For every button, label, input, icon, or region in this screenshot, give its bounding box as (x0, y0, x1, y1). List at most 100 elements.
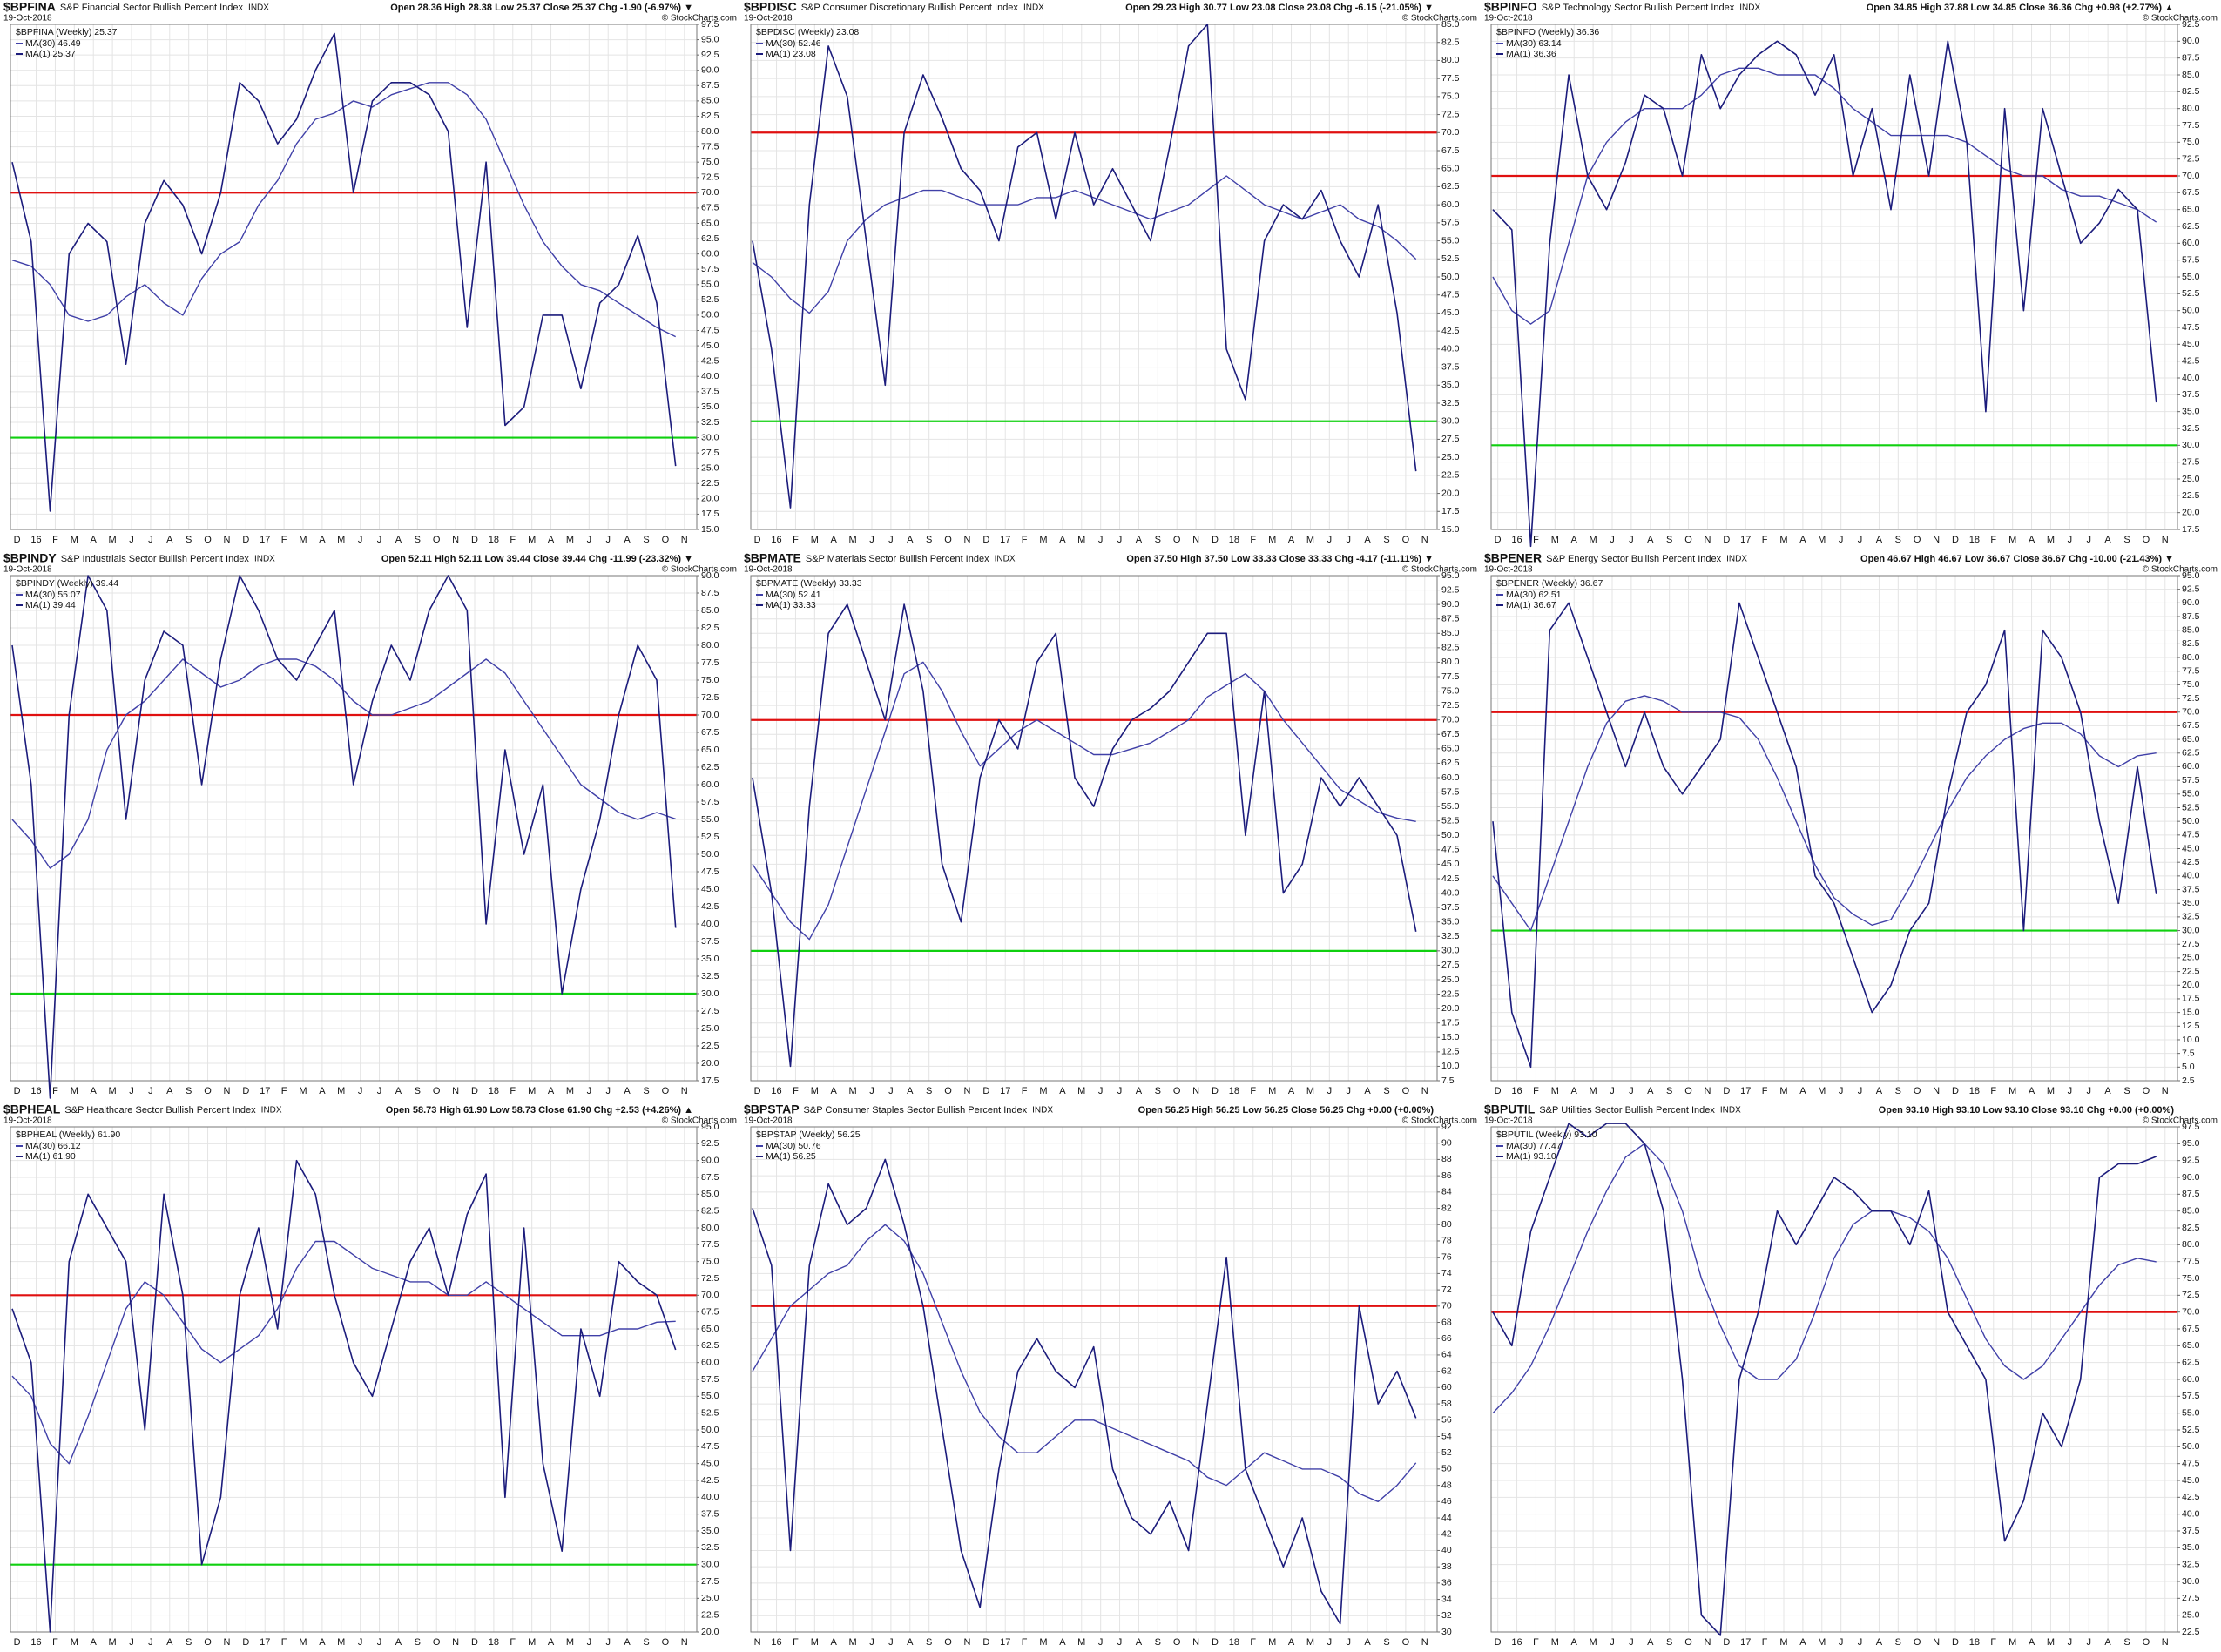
x-tick-label: J (2086, 1086, 2091, 1096)
y-tick-label: 87.5 (1441, 613, 1460, 624)
x-tick-label: D (1495, 535, 1502, 545)
x-tick-label: J (605, 1637, 611, 1648)
y-tick-label: 50.0 (2182, 816, 2200, 826)
x-tick-label: J (1098, 1086, 1104, 1096)
y-tick-label: 90.0 (2182, 1172, 2200, 1183)
x-tick-label: N (1933, 1086, 1940, 1096)
chart-subtitle: S&P Energy Sector Bullish Percent Index (1546, 554, 1721, 564)
y-tick-label: 52 (1441, 1447, 1452, 1458)
y-tick-label: 32.5 (1441, 931, 1460, 941)
x-tick-label: F (52, 1086, 58, 1096)
y-tick-label: 17.5 (1441, 1017, 1460, 1028)
x-tick-label: A (831, 1637, 838, 1648)
y-tick-label: 50.0 (701, 310, 719, 320)
x-tick-label: M (337, 1086, 345, 1096)
y-tick-label: 35.0 (701, 954, 719, 964)
y-tick-label: 80.0 (701, 126, 719, 137)
legend-entry: MA(30) 63.14 (1506, 38, 1562, 49)
x-tick-label: S (1155, 1086, 1161, 1096)
series-line (752, 24, 1417, 509)
y-tick-label: 77.5 (1441, 73, 1460, 84)
y-tick-label: 55.0 (2182, 272, 2200, 282)
y-tick-label: 34 (1441, 1594, 1452, 1604)
x-tick-label: J (1839, 535, 1844, 545)
y-tick-label: 60 (1441, 1382, 1452, 1392)
y-tick-label: 70.0 (701, 710, 719, 720)
x-tick-label: O (204, 1086, 212, 1096)
y-tick-label: 25.0 (1441, 974, 1460, 985)
x-tick-label: D (754, 1086, 761, 1096)
chart-title: $BPINFO (1484, 0, 1537, 14)
x-tick-label: 17 (1000, 535, 1010, 545)
x-tick-label: 18 (1229, 1086, 1239, 1096)
x-tick-label: M (1268, 1086, 1276, 1096)
y-tick-label: 48 (1441, 1480, 1452, 1490)
y-tick-label: 90 (1441, 1137, 1452, 1148)
x-tick-label: A (1059, 535, 1066, 545)
y-tick-label: 45.0 (2182, 843, 2200, 853)
chart-panel: $BPUTIL S&P Utilities Sector Bullish Perc… (1481, 1102, 2221, 1652)
y-tick-label: 45.0 (701, 1458, 719, 1468)
x-tick-label: N (1192, 1086, 1199, 1096)
y-tick-label: 37.5 (2182, 389, 2200, 400)
y-tick-label: 60.0 (2182, 238, 2200, 248)
y-tick-label: 27.5 (701, 1576, 719, 1587)
x-tick-label: J (2086, 1637, 2091, 1648)
x-tick-label: N (452, 1637, 459, 1648)
y-tick-label: 75.0 (2182, 137, 2200, 147)
x-tick-label: F (1762, 1086, 1768, 1096)
y-tick-label: 82.5 (701, 111, 719, 121)
y-tick-label: 87.5 (701, 1172, 719, 1183)
chart-panel: $BPSTAP S&P Consumer Staples Sector Bulli… (740, 1102, 1481, 1652)
y-tick-label: 92.5 (1441, 584, 1460, 595)
x-tick-label: J (358, 1086, 363, 1096)
quote-label: Open 34.85 High 37.88 Low 34.85 Close 36… (1867, 3, 2174, 13)
x-tick-label: F (510, 535, 516, 545)
x-tick-label: M (109, 535, 117, 545)
chart-subtitle: S&P Materials Sector Bullish Percent Ind… (806, 554, 989, 564)
series-line (1492, 1123, 2157, 1636)
chart-title: $BPMATE (744, 551, 801, 565)
y-tick-label: 65.0 (1441, 163, 1460, 173)
x-tick-label: 18 (1969, 1086, 1980, 1096)
y-tick-label: 35.0 (2182, 406, 2200, 416)
legend-entry: MA(1) 61.90 (25, 1151, 76, 1162)
legend-entry: MA(30) 46.49 (25, 38, 81, 49)
y-tick-label: 47.5 (1441, 289, 1460, 300)
y-tick-label: 45.0 (1441, 307, 1460, 318)
y-tick-label: 72.5 (701, 172, 719, 183)
y-tick-label: 82.5 (2182, 638, 2200, 649)
x-tick-label: S (1155, 535, 1161, 545)
x-tick-label: S (1666, 535, 1672, 545)
y-tick-label: 25.0 (2182, 1609, 2200, 1620)
x-tick-label: J (377, 1086, 382, 1096)
y-tick-label: 20.0 (1441, 488, 1460, 498)
x-tick-label: 17 (260, 1637, 270, 1648)
panel-background (740, 551, 1481, 1102)
x-tick-label: M (71, 535, 78, 545)
y-tick-label: 62.5 (1441, 181, 1460, 192)
quote-label: Open 37.50 High 37.50 Low 33.33 Close 33… (1126, 554, 1434, 564)
y-tick-label: 45.0 (701, 884, 719, 894)
x-tick-label: S (643, 1086, 649, 1096)
y-tick-label: 58 (1441, 1399, 1452, 1409)
x-tick-label: M (1077, 1637, 1085, 1648)
y-tick-label: 62.5 (2182, 1357, 2200, 1367)
x-tick-label: A (319, 535, 326, 545)
y-tick-label: 50.0 (2182, 305, 2200, 315)
x-tick-label: F (281, 1086, 287, 1096)
y-tick-label: 80.0 (2182, 103, 2200, 113)
y-tick-label: 55.0 (1441, 801, 1460, 812)
x-tick-label: A (1059, 1637, 1066, 1648)
y-tick-label: 80.0 (2182, 652, 2200, 663)
x-tick-label: N (681, 1086, 688, 1096)
x-tick-label: F (793, 1086, 799, 1096)
y-tick-label: 92.5 (701, 1138, 719, 1149)
y-tick-label: 60.0 (701, 1357, 719, 1367)
y-tick-label: 62.5 (701, 1340, 719, 1351)
y-tick-label: 67.5 (2182, 187, 2200, 198)
y-tick-label: 32 (1441, 1610, 1452, 1621)
y-tick-label: 75.0 (1441, 685, 1460, 696)
x-tick-label: S (1666, 1086, 1672, 1096)
y-tick-label: 20.0 (701, 494, 719, 504)
